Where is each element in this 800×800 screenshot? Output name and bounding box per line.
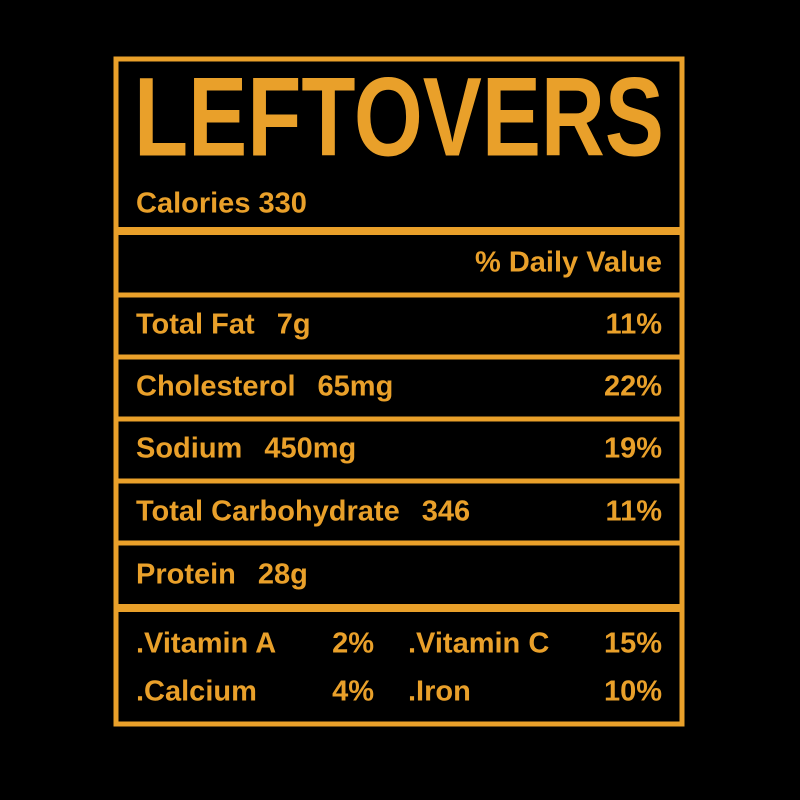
- vitamin-name: .Vitamin C: [408, 628, 549, 660]
- row-amount: 28g: [258, 559, 308, 591]
- row-percent: 11%: [606, 496, 663, 528]
- vitamin-percent: 2%: [332, 628, 374, 660]
- vitamin-name: .Iron: [408, 676, 471, 708]
- row-label: Cholesterol: [136, 371, 296, 403]
- row-label: Sodium: [136, 433, 242, 465]
- row-percent: 19%: [604, 433, 662, 465]
- row-amount: 7g: [277, 309, 311, 341]
- row-amount: 450mg: [264, 433, 356, 465]
- label-border: [113, 56, 685, 727]
- vitamin-percent: 4%: [332, 676, 374, 708]
- row-amount: 346: [422, 496, 470, 528]
- row-label: Total Fat: [136, 309, 255, 341]
- calories: Calories 330: [136, 188, 307, 220]
- row-label: Total Carbohydrate: [136, 496, 400, 528]
- title: LEFTOVERS: [134, 55, 664, 180]
- row-percent: 22%: [604, 371, 662, 403]
- row-amount: 65mg: [318, 371, 394, 403]
- vitamin-percent: 15%: [604, 628, 662, 660]
- vitamin-percent: 10%: [604, 676, 662, 708]
- row-percent: 11%: [606, 309, 663, 341]
- daily-value-header: % Daily Value: [475, 247, 662, 279]
- vitamin-name: .Calcium: [136, 676, 257, 708]
- vitamin-name: .Vitamin A: [136, 628, 276, 660]
- row-label: Protein: [136, 559, 236, 591]
